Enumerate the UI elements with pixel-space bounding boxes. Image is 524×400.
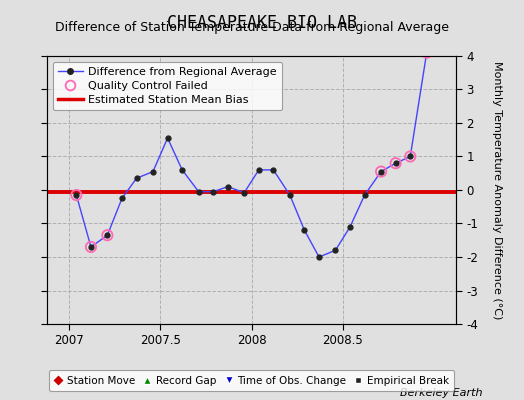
- Point: [406, 153, 414, 160]
- Point: [377, 168, 385, 175]
- Text: CHEASAPEAKE BIO LAB: CHEASAPEAKE BIO LAB: [167, 14, 357, 32]
- Point: [72, 192, 81, 198]
- Point: [391, 160, 400, 166]
- Legend: Station Move, Record Gap, Time of Obs. Change, Empirical Break: Station Move, Record Gap, Time of Obs. C…: [49, 370, 454, 391]
- Point: [87, 244, 95, 250]
- Point: [422, 50, 431, 56]
- Point: [103, 232, 112, 238]
- Title: Difference of Station Temperature Data from Regional Average: Difference of Station Temperature Data f…: [54, 21, 449, 34]
- Legend: Difference from Regional Average, Quality Control Failed, Estimated Station Mean: Difference from Regional Average, Qualit…: [53, 62, 282, 110]
- Y-axis label: Monthly Temperature Anomaly Difference (°C): Monthly Temperature Anomaly Difference (…: [492, 61, 502, 319]
- Text: Berkeley Earth: Berkeley Earth: [400, 388, 482, 398]
